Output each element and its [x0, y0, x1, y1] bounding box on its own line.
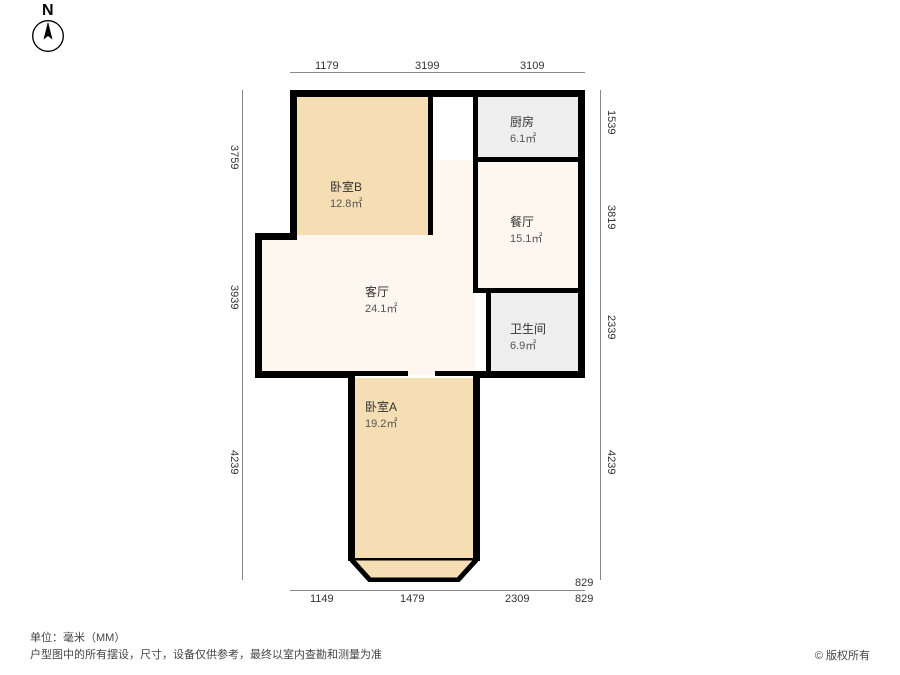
room-area: 6.9㎡ — [510, 340, 536, 352]
room-name: 厨房 — [510, 115, 534, 129]
label-bathroom: 卫生间 6.9㎡ — [510, 322, 546, 353]
label-bedroom-a: 卧室A 19.2㎡ — [365, 400, 397, 431]
wall — [473, 371, 480, 561]
label-dining: 餐厅 15.1㎡ — [510, 215, 542, 246]
dim-line — [290, 72, 585, 73]
wall — [255, 233, 262, 378]
dim-bot-1: 1149 — [310, 593, 334, 605]
wall — [348, 371, 408, 376]
dim-bot-2: 1479 — [400, 593, 424, 605]
wall — [435, 371, 480, 376]
dim-bot-5: 829 — [575, 577, 593, 589]
wall — [348, 371, 355, 561]
north-label: N — [42, 2, 54, 20]
wall — [290, 90, 585, 97]
footer: 单位：毫米（MM） 户型图中的所有摆设，尺寸，设备仅供参考，最终以室内查勘和测量… — [30, 630, 870, 663]
copyright: © 版权所有 — [815, 647, 870, 663]
dim-line — [242, 90, 243, 580]
room-name: 卫生间 — [510, 322, 546, 336]
wall — [255, 371, 355, 378]
dim-top-2: 3199 — [415, 60, 439, 72]
room-name: 餐厅 — [510, 215, 534, 229]
dim-right-2: 3819 — [605, 205, 617, 229]
room-area: 19.2㎡ — [365, 418, 397, 430]
room-name: 客厅 — [365, 285, 389, 299]
dim-right-3: 2339 — [605, 315, 617, 339]
dim-bot-4: 829 — [575, 593, 593, 605]
room-area: 12.8㎡ — [330, 198, 362, 210]
room-name: 卧室B — [330, 180, 362, 194]
room-living-ext — [430, 160, 475, 235]
bay-window — [350, 558, 478, 582]
dim-left-2: 3939 — [228, 285, 240, 309]
label-living: 客厅 24.1㎡ — [365, 285, 397, 316]
wall — [473, 157, 583, 162]
wall — [486, 288, 491, 376]
unit-note: 单位：毫米（MM） — [30, 630, 382, 647]
dim-right-4: 4239 — [605, 450, 617, 474]
footer-left: 单位：毫米（MM） 户型图中的所有摆设，尺寸，设备仅供参考，最终以室内查勘和测量… — [30, 630, 382, 663]
dim-line — [600, 90, 601, 580]
room-area: 15.1㎡ — [510, 233, 542, 245]
dim-top-3: 3109 — [520, 60, 544, 72]
label-kitchen: 厨房 6.1㎡ — [510, 115, 536, 146]
disclaimer: 户型图中的所有摆设，尺寸，设备仅供参考，最终以室内查勘和测量为准 — [30, 647, 382, 664]
wall — [578, 90, 585, 378]
wall — [428, 90, 433, 235]
room-area: 24.1㎡ — [365, 303, 397, 315]
room-name: 卧室A — [365, 400, 397, 414]
wall — [473, 90, 478, 290]
room-bedroom-b — [295, 95, 430, 235]
dim-left-3: 4239 — [228, 450, 240, 474]
dim-left-1: 3759 — [228, 145, 240, 169]
north-compass — [30, 18, 66, 54]
dim-bot-3: 2309 — [505, 593, 529, 605]
floorplan: 卧室B 12.8㎡ 厨房 6.1㎡ 餐厅 15.1㎡ 客厅 24.1㎡ 卫生间 … — [200, 60, 680, 600]
dim-right-1: 1539 — [605, 110, 617, 134]
dim-line — [290, 590, 585, 591]
dim-top-1: 1179 — [315, 60, 339, 72]
label-bedroom-b: 卧室B 12.8㎡ — [330, 180, 362, 211]
room-area: 6.1㎡ — [510, 133, 536, 145]
wall — [290, 90, 297, 240]
